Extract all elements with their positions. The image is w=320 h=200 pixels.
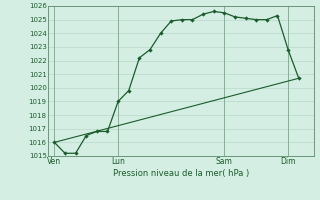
X-axis label: Pression niveau de la mer( hPa ): Pression niveau de la mer( hPa ): [113, 169, 249, 178]
